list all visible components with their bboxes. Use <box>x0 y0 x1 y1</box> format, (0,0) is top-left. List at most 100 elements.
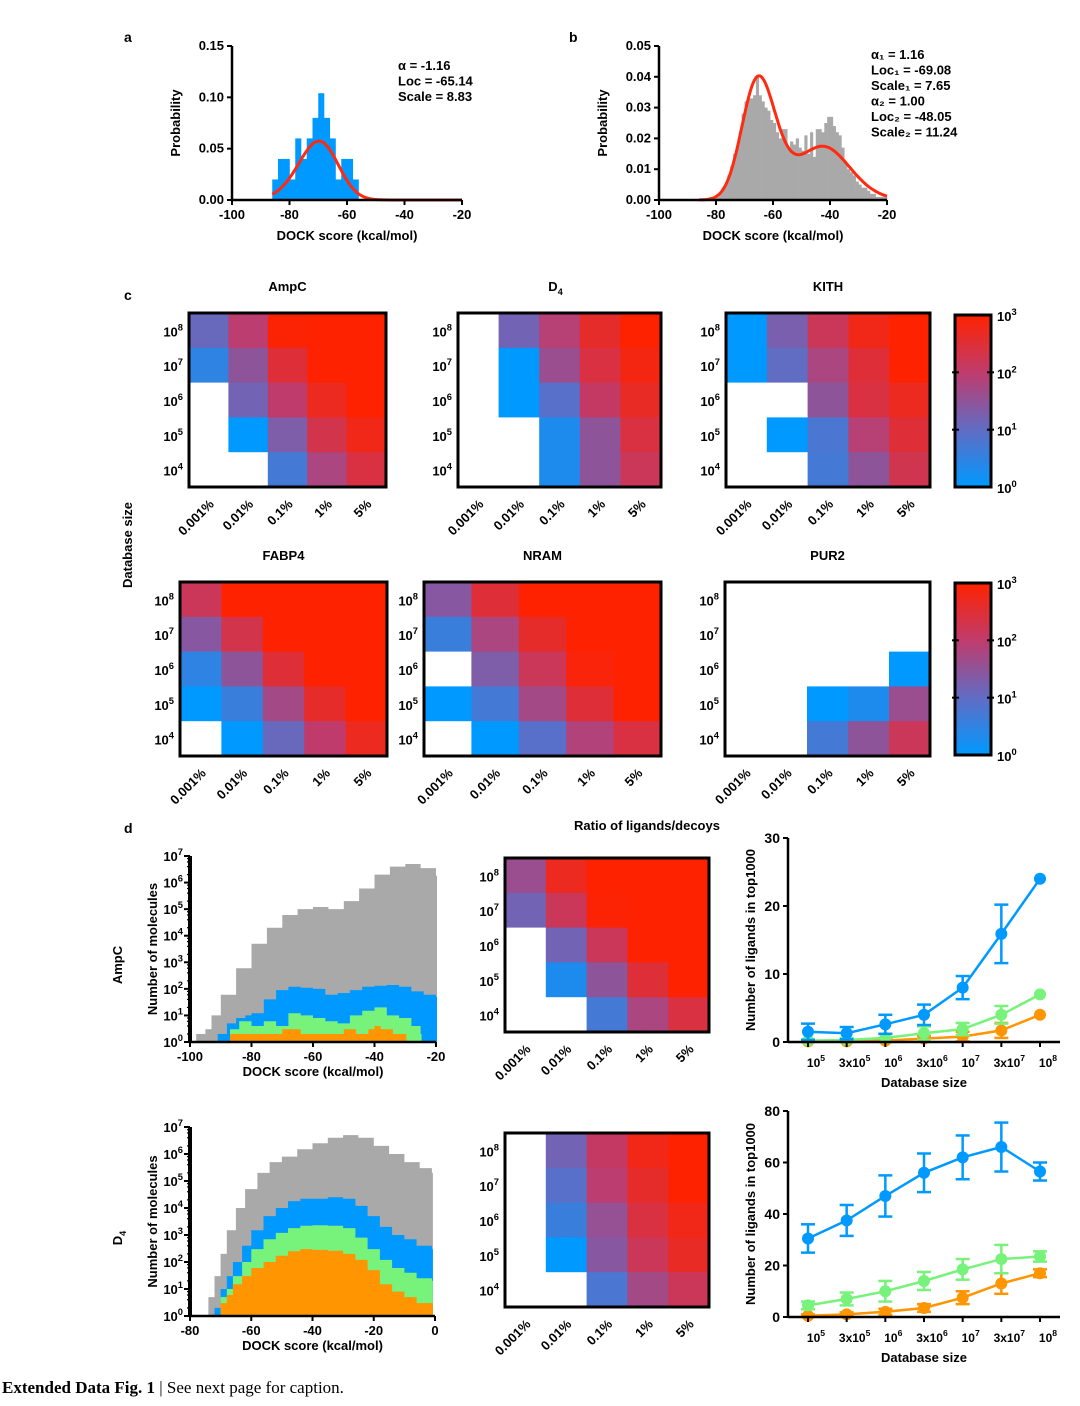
caption-text: See next page for caption. <box>166 1378 344 1397</box>
fit-parameter: α₁ = 1.16 <box>871 47 925 62</box>
y-tick-label: 0.04 <box>626 69 652 84</box>
heatmap-cell <box>304 721 346 757</box>
heatmap-cell <box>307 382 347 418</box>
tick-base: 3x10 <box>994 1331 1021 1345</box>
tick-base: 10 <box>700 394 714 409</box>
heatmap-cell <box>458 347 499 383</box>
data-point-green <box>918 1027 930 1040</box>
data-point-blue <box>802 1232 814 1245</box>
histogram-bar <box>767 110 771 200</box>
tick-base: 10 <box>479 974 493 989</box>
y-tick-label: 0.05 <box>626 38 651 53</box>
row-label: 108 <box>432 322 452 339</box>
tick-base: 10 <box>479 1179 493 1194</box>
column-label: 5% <box>622 765 646 789</box>
tick-exponent: 4 <box>169 731 175 741</box>
heatmap-cell <box>807 382 849 418</box>
tick-exponent: 5 <box>866 1053 871 1063</box>
tick-base: 10 <box>1039 1331 1053 1345</box>
y-tick-label: 0.01 <box>626 161 651 176</box>
tick-exponent: 6 <box>714 661 719 671</box>
column-label: 5% <box>351 496 375 520</box>
column-label: 0.001% <box>492 1041 534 1083</box>
tick-base: 10 <box>432 394 446 409</box>
heatmap-cell <box>518 582 567 618</box>
row-label: 104 <box>479 1007 499 1024</box>
heatmap-cell <box>180 721 222 757</box>
heatmap-cell <box>766 651 808 687</box>
y-tick-label: 106 <box>163 1145 183 1162</box>
histogram-bar <box>864 187 868 200</box>
histogram-bar <box>775 132 779 200</box>
tick-base: 3x10 <box>839 1331 866 1345</box>
heatmap-cell <box>505 1237 547 1273</box>
x-tick-label: -40 <box>821 207 840 222</box>
x-axis-title: DOCK score (kcal/mol) <box>703 228 844 243</box>
tick-exponent: 7 <box>413 626 418 636</box>
heatmap-cell <box>267 313 308 349</box>
caption-separator: | <box>155 1378 167 1397</box>
heatmap-frame <box>422 580 663 758</box>
tick-exponent: 5 <box>820 1053 825 1063</box>
histogram-bar <box>790 141 794 200</box>
row-label: 106 <box>398 661 418 678</box>
tick-base: 10 <box>699 628 713 643</box>
tick-base: 10 <box>154 593 168 608</box>
heatmap-cell <box>304 582 346 618</box>
heatmap-cell <box>668 927 710 963</box>
x-tick-label: -60 <box>338 207 357 222</box>
heatmap-cell <box>726 347 768 383</box>
data-point-orange <box>1034 1008 1046 1021</box>
tick-exponent: 7 <box>447 357 452 367</box>
histogram-bar <box>830 116 834 200</box>
heatmap-cell <box>889 616 931 652</box>
histogram-bar <box>278 158 285 200</box>
heatmap-cell <box>668 1202 710 1238</box>
x-axis-title: Database size <box>881 1075 967 1090</box>
column-label: 0.1% <box>805 496 837 528</box>
heatmap-cell <box>262 582 305 618</box>
tick-exponent: 4 <box>413 731 419 741</box>
heatmap-title: D4 <box>548 279 562 297</box>
y-tick-label: 104 <box>163 1199 183 1216</box>
heatmap-cell <box>566 582 614 618</box>
tick-exponent: 7 <box>975 1328 980 1338</box>
row-label: 107 <box>432 357 452 374</box>
heatmap-cell <box>539 382 581 418</box>
histogram-bar <box>301 158 308 200</box>
heatmap-cell <box>889 347 931 383</box>
data-point-blue <box>956 1151 969 1164</box>
colorbar <box>953 313 993 489</box>
caption-label: Extended Data Fig. 1 <box>2 1378 155 1397</box>
x-tick-label: 105 <box>807 1053 825 1070</box>
tick-base: 10 <box>163 1147 177 1162</box>
heatmap-cell <box>228 452 269 488</box>
tick-exponent: 5 <box>820 1328 825 1338</box>
heatmap-cell <box>346 452 387 488</box>
histogram-bar <box>312 117 319 200</box>
data-point-blue <box>918 1166 930 1179</box>
fit-parameter: Scale = 8.83 <box>398 89 472 104</box>
heatmap-cell <box>848 616 890 652</box>
heatmap-cell <box>505 962 547 998</box>
row-label: 107 <box>699 626 719 643</box>
tick-base: 10 <box>163 429 177 444</box>
heatmap-cell <box>458 417 499 453</box>
column-label: 0.001% <box>492 1316 534 1358</box>
y-tick-label: 100 <box>163 1307 183 1324</box>
histogram-bar <box>810 132 814 200</box>
heatmap-cell <box>668 1272 710 1308</box>
panel-a: a 0.00 0.05 0.10 0.15 -100 -80 -60 -40 -20 DOCK sc… <box>124 29 474 243</box>
row-label: 107 <box>163 357 183 374</box>
tick-exponent: 5 <box>413 696 418 706</box>
panel-label: d <box>124 820 133 836</box>
y-tick-label: 20 <box>764 898 780 914</box>
column-label: 5% <box>894 496 918 520</box>
tick-base: 10 <box>699 663 713 678</box>
column-label: 5% <box>894 765 918 789</box>
column-label: 0.001% <box>445 496 487 538</box>
